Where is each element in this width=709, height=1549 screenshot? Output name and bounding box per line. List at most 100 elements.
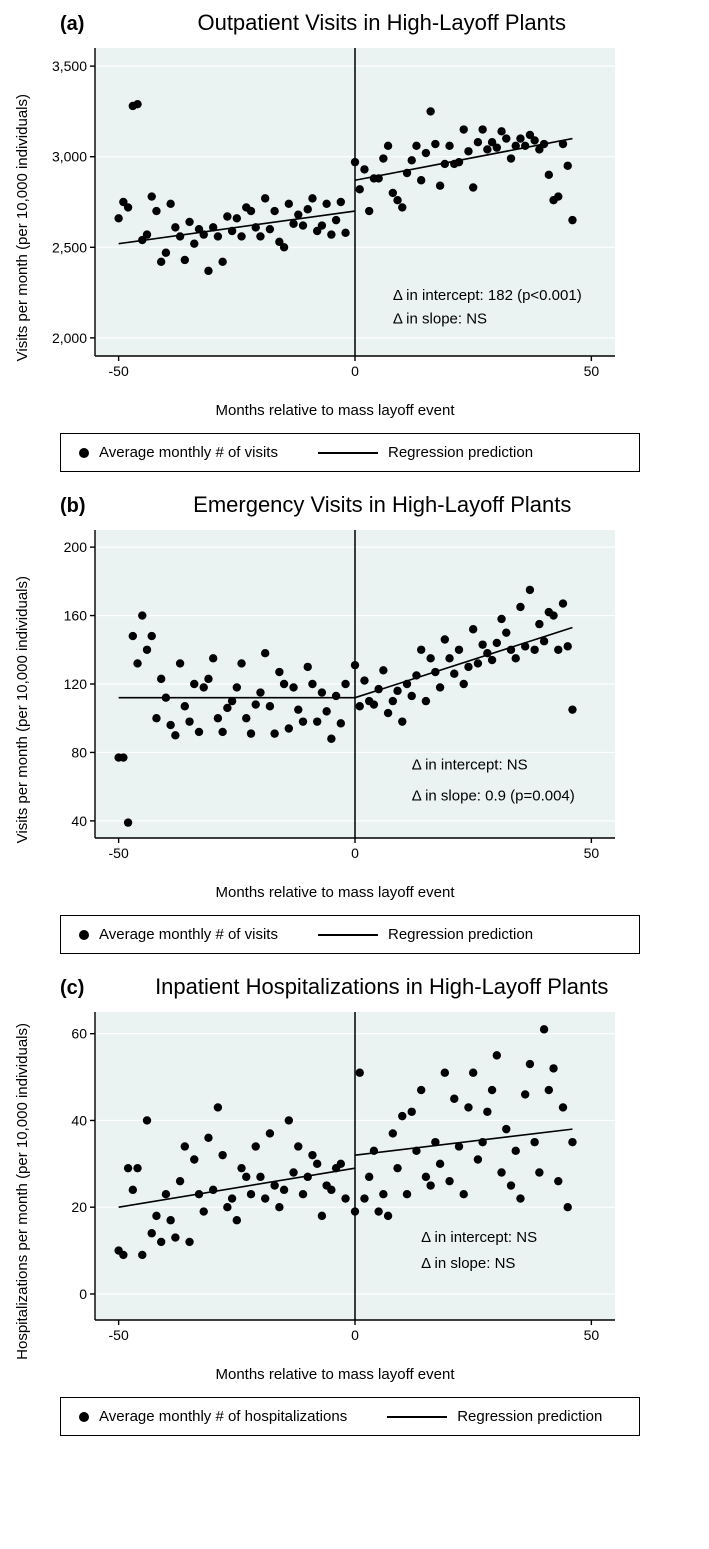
legend-item-line: Regression prediction [318, 444, 533, 461]
data-point [256, 688, 264, 696]
data-point [332, 216, 340, 224]
data-point [209, 1186, 217, 1194]
data-point [431, 1138, 439, 1146]
data-point [516, 1194, 524, 1202]
ytick-label: 20 [71, 1199, 87, 1215]
data-point [412, 142, 420, 150]
data-point [228, 227, 236, 235]
data-point [308, 680, 316, 688]
annotation-0: Δ in intercept: 182 (p<0.001) [393, 287, 582, 304]
data-point [143, 1116, 151, 1124]
data-point [143, 646, 151, 654]
ytick-label: 40 [71, 813, 87, 829]
data-point [474, 138, 482, 146]
xtick-label: 50 [584, 1327, 600, 1343]
chart-row: Visits per month (per 10,000 individuals… [10, 518, 699, 901]
data-point [133, 100, 141, 108]
panel-0: (a) Outpatient Visits in High-Layoff Pla… [10, 10, 699, 472]
data-point [545, 1086, 553, 1094]
figure-container: (a) Outpatient Visits in High-Layoff Pla… [10, 10, 699, 1436]
data-point [488, 1086, 496, 1094]
y-axis-label: Visits per month (per 10,000 individuals… [10, 94, 35, 361]
data-point [294, 705, 302, 713]
data-point [507, 154, 515, 162]
data-point [129, 632, 137, 640]
panel-header: (c) Inpatient Hospitalizations in High-L… [10, 974, 699, 1000]
annotation-1: Δ in slope: NS [421, 1255, 515, 1272]
data-point [114, 214, 122, 222]
data-point [478, 640, 486, 648]
data-point [261, 649, 269, 657]
data-point [512, 1147, 520, 1155]
panel-letter: (c) [60, 977, 84, 1000]
panel-0-svg: 2,0002,5003,0003,500-50050Δ in intercept… [35, 36, 635, 396]
data-point [564, 642, 572, 650]
data-point [247, 1190, 255, 1198]
data-point [521, 142, 529, 150]
data-point [176, 1177, 184, 1185]
data-point [337, 1160, 345, 1168]
data-point [247, 207, 255, 215]
data-point [436, 181, 444, 189]
data-point [304, 663, 312, 671]
legend: Average monthly # of visits Regression p… [60, 915, 640, 954]
legend: Average monthly # of hospitalizations Re… [60, 1397, 640, 1436]
data-point [252, 1142, 260, 1150]
data-point [237, 232, 245, 240]
data-point [351, 158, 359, 166]
data-point [280, 680, 288, 688]
panel-title: Inpatient Hospitalizations in High-Layof… [114, 974, 649, 1000]
ytick-label: 80 [71, 744, 87, 760]
data-point [313, 717, 321, 725]
data-point [436, 1160, 444, 1168]
data-point [379, 666, 387, 674]
data-point [384, 1212, 392, 1220]
ytick-label: 0 [79, 1286, 87, 1302]
data-point [379, 154, 387, 162]
chart-row: Visits per month (per 10,000 individuals… [10, 36, 699, 419]
data-point [445, 1177, 453, 1185]
data-point [313, 1160, 321, 1168]
data-point [289, 1168, 297, 1176]
data-point [318, 688, 326, 696]
data-point [266, 225, 274, 233]
x-axis-label: Months relative to mass layoff event [215, 402, 454, 419]
data-point [294, 210, 302, 218]
panel-letter: (b) [60, 495, 86, 518]
data-point [545, 171, 553, 179]
data-point [497, 615, 505, 623]
ytick-label: 200 [64, 539, 88, 555]
data-point [299, 717, 307, 725]
chart-row: Hospitalizations per month (per 10,000 i… [10, 1000, 699, 1383]
data-point [181, 256, 189, 264]
xtick-label: -50 [109, 845, 129, 861]
data-point [549, 611, 557, 619]
xtick-label: 0 [351, 845, 359, 861]
data-point [398, 717, 406, 725]
data-point [237, 659, 245, 667]
data-point [341, 229, 349, 237]
data-point [152, 1212, 160, 1220]
data-point [304, 1173, 312, 1181]
data-point [469, 625, 477, 633]
data-point [431, 140, 439, 148]
ytick-label: 160 [64, 608, 88, 624]
data-point [403, 169, 411, 177]
data-point [360, 165, 368, 173]
data-point [356, 185, 364, 193]
legend-line-label: Regression prediction [457, 1408, 602, 1425]
data-point [497, 1168, 505, 1176]
data-point [412, 1147, 420, 1155]
data-point [393, 687, 401, 695]
data-point [129, 1186, 137, 1194]
data-point [426, 654, 434, 662]
ytick-label: 2,000 [52, 330, 87, 346]
data-point [275, 668, 283, 676]
panel-2-svg: 0204060-50050Δ in intercept: NSΔ in slop… [35, 1000, 635, 1360]
data-point [289, 683, 297, 691]
data-point [384, 709, 392, 717]
data-point [252, 223, 260, 231]
data-point [270, 1181, 278, 1189]
data-point [185, 717, 193, 725]
data-point [460, 125, 468, 133]
